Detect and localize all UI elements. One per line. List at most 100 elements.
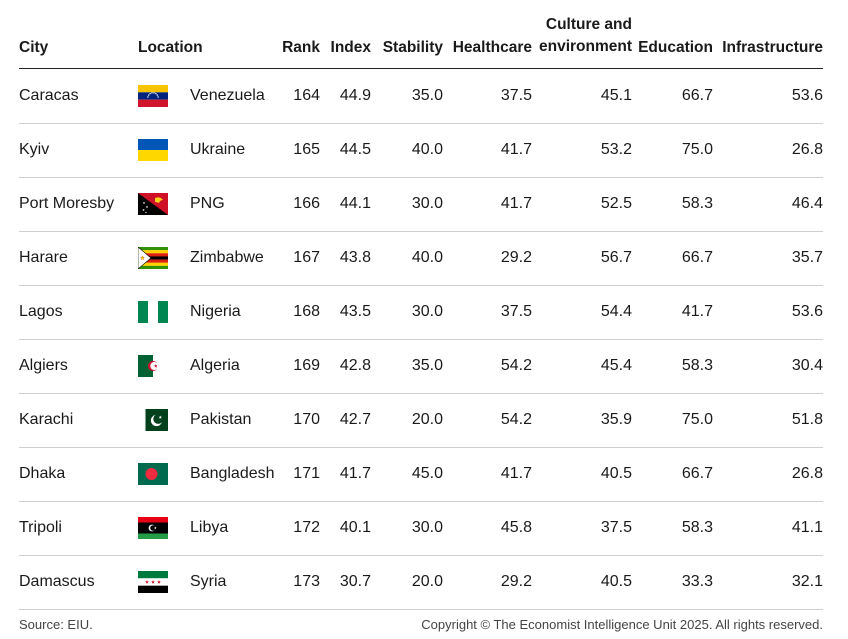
country-name: PNG	[190, 195, 225, 212]
table-row: Karachi Pakistan 170 42.7 20.0 54.2 35.9 75.0 51…	[19, 393, 823, 448]
rank-value: 172	[293, 519, 320, 536]
rank-value: 173	[293, 573, 320, 590]
stability-value: 20.0	[411, 573, 443, 590]
stability-value: 30.0	[411, 195, 443, 212]
rank-value: 171	[293, 465, 320, 482]
healthcare-value: 45.8	[500, 519, 532, 536]
culture-value: 37.5	[600, 519, 632, 536]
column-header-stability: Stability	[382, 39, 443, 56]
city-name: Caracas	[19, 87, 79, 104]
rank-value: 164	[293, 87, 320, 104]
healthcare-value: 29.2	[500, 249, 532, 266]
stability-value: 30.0	[411, 519, 443, 536]
infrastructure-value: 53.6	[791, 87, 823, 104]
nigeria-flag-icon	[138, 301, 168, 323]
infrastructure-value: 30.4	[791, 357, 823, 374]
city-name: Algiers	[19, 357, 68, 374]
infrastructure-value: 46.4	[791, 195, 823, 212]
healthcare-value: 41.7	[500, 141, 532, 158]
culture-value: 40.5	[600, 573, 632, 590]
rank-value: 168	[293, 303, 320, 320]
city-name: Lagos	[19, 303, 63, 320]
culture-value: 56.7	[600, 249, 632, 266]
rank-value: 169	[293, 357, 320, 374]
table-header: City Location Rank Index Stability Healthcare…	[19, 0, 823, 69]
zimbabwe-flag-icon	[138, 247, 168, 269]
infrastructure-value: 26.8	[791, 465, 823, 482]
syria-flag-icon	[138, 571, 168, 593]
healthcare-value: 54.2	[500, 411, 532, 428]
city-name: Harare	[19, 249, 68, 266]
table-row: Dhaka Bangladesh 171 41.7 45.0 41.7 40.5 66.7 26…	[19, 447, 823, 502]
index-value: 43.5	[339, 303, 371, 320]
index-value: 42.8	[339, 357, 371, 374]
column-header-education: Education	[638, 39, 713, 56]
rank-value: 167	[293, 249, 320, 266]
culture-value: 52.5	[600, 195, 632, 212]
stability-value: 45.0	[411, 465, 443, 482]
pakistan-flag-icon	[138, 409, 168, 431]
country-name: Zimbabwe	[190, 249, 264, 266]
stability-value: 40.0	[411, 249, 443, 266]
source-note: Source: EIU.	[19, 617, 93, 632]
country-name: Venezuela	[190, 87, 265, 104]
index-value: 44.5	[339, 141, 371, 158]
rank-value: 166	[293, 195, 320, 212]
column-header-location: Location	[138, 39, 203, 56]
algeria-flag-icon	[138, 355, 168, 377]
healthcare-value: 37.5	[500, 87, 532, 104]
column-header-city: City	[19, 39, 49, 56]
country-name: Ukraine	[190, 141, 246, 158]
papua-new-guinea-flag-icon	[138, 193, 168, 215]
infrastructure-value: 35.7	[791, 249, 823, 266]
infrastructure-value: 41.1	[791, 519, 823, 536]
table-row: Port Moresby PNG 166 44.1 30.0 41.7 52.5 58.3 46…	[19, 177, 823, 232]
stability-value: 20.0	[411, 411, 443, 428]
column-header-rank: Rank	[282, 39, 320, 56]
education-value: 58.3	[681, 195, 713, 212]
education-value: 33.3	[681, 573, 713, 590]
stability-value: 40.0	[411, 141, 443, 158]
city-name: Karachi	[19, 411, 74, 428]
table-row: Kyiv Ukraine 165 44.5 40.0 41.7 53.2 75.0 26.8	[19, 123, 823, 178]
healthcare-value: 29.2	[500, 573, 532, 590]
libya-flag-icon	[138, 517, 168, 539]
education-value: 58.3	[681, 357, 713, 374]
culture-value: 54.4	[600, 303, 632, 320]
column-header-culture: Culture and environment	[538, 16, 632, 55]
index-value: 41.7	[339, 465, 371, 482]
city-name: Port Moresby	[19, 195, 115, 212]
column-header-infrastructure: Infrastructure	[722, 39, 823, 56]
ukraine-flag-icon	[138, 139, 168, 161]
index-value: 30.7	[339, 573, 371, 590]
venezuela-flag-icon	[138, 85, 168, 107]
stability-value: 35.0	[411, 87, 443, 104]
infrastructure-value: 26.8	[791, 141, 823, 158]
city-name: Tripoli	[19, 519, 62, 536]
education-value: 66.7	[681, 87, 713, 104]
column-header-healthcare: Healthcare	[452, 39, 532, 56]
country-name: Algeria	[190, 357, 240, 374]
education-value: 66.7	[681, 465, 713, 482]
city-name: Kyiv	[19, 141, 50, 158]
culture-value: 40.5	[600, 465, 632, 482]
column-header-index: Index	[330, 39, 371, 56]
culture-value: 45.4	[600, 357, 632, 374]
rank-value: 170	[293, 411, 320, 428]
table-row: Tripoli Libya 172 40.1 30.0 45.8 37.5 58.3 41.1	[19, 501, 823, 556]
education-value: 75.0	[681, 411, 713, 428]
education-value: 58.3	[681, 519, 713, 536]
copyright-note: Copyright © The Economist Intelligence U…	[421, 617, 823, 632]
index-value: 44.9	[339, 87, 371, 104]
infrastructure-value: 51.8	[791, 411, 823, 428]
healthcare-value: 41.7	[500, 465, 532, 482]
city-name: Damascus	[19, 573, 95, 590]
table-row: Caracas Venezuela 164 44.9 35.0 37.5 45.1 66.7 5…	[19, 69, 823, 124]
healthcare-value: 37.5	[500, 303, 532, 320]
rank-value: 165	[293, 141, 320, 158]
culture-value: 53.2	[600, 141, 632, 158]
bangladesh-flag-icon	[138, 463, 168, 485]
index-value: 42.7	[339, 411, 371, 428]
country-name: Bangladesh	[190, 465, 275, 482]
country-name: Libya	[190, 519, 229, 536]
